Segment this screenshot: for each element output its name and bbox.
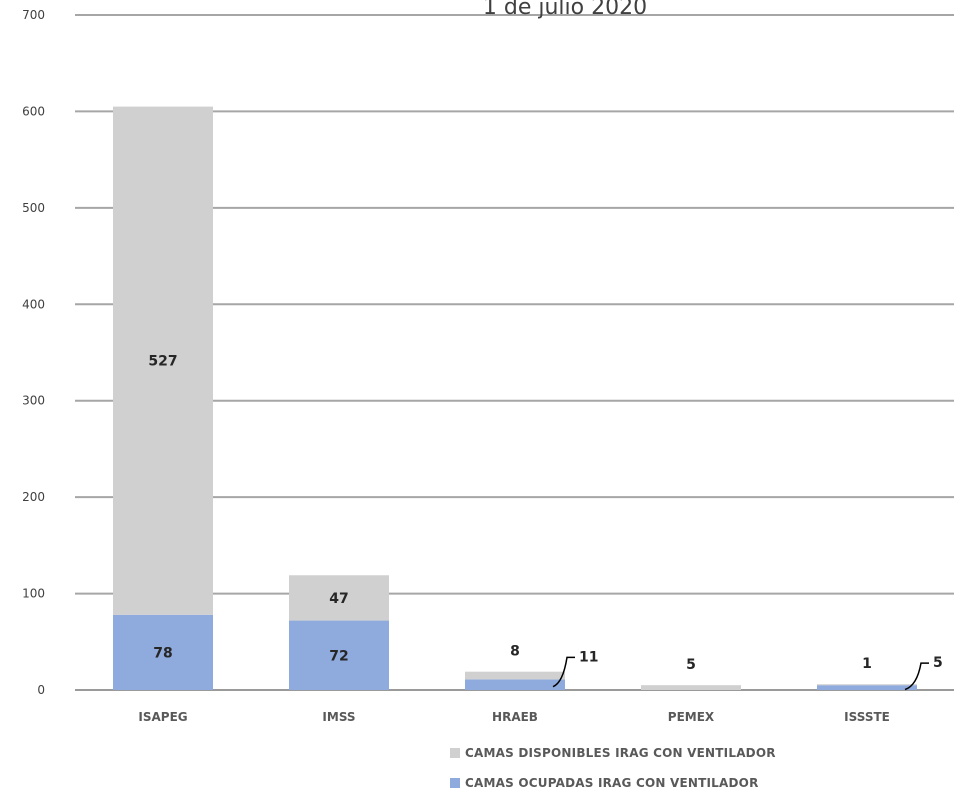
data-label: 8: [510, 644, 520, 660]
y-tick-label: 100: [22, 587, 45, 601]
bar-segment: [641, 685, 741, 690]
x-tick-label: IMSS: [322, 710, 355, 724]
legend-swatch-ocupadas: [450, 778, 460, 788]
value-labels: 78 527 72 47 11 8 5 5 1: [148, 354, 943, 691]
legend-item-ocupadas: CAMAS OCUPADAS IRAG CON VENTILADOR: [450, 768, 776, 798]
callout-line: [552, 656, 575, 688]
callout-line: [904, 662, 929, 691]
data-label: 78: [153, 645, 172, 661]
y-tick-label: 700: [22, 8, 45, 22]
x-tick-label: ISSSTE: [844, 710, 890, 724]
data-label: 5: [686, 657, 696, 673]
data-label: 1: [862, 656, 872, 672]
legend-label-ocupadas: CAMAS OCUPADAS IRAG CON VENTILADOR: [465, 776, 759, 790]
bar-segment: [465, 671, 565, 680]
data-label: 527: [148, 354, 177, 370]
y-tick-label: 0: [37, 683, 45, 697]
y-tick-label: 200: [22, 490, 45, 504]
bars: [113, 106, 917, 690]
bar-segment: [289, 620, 389, 690]
data-label: 11: [579, 649, 598, 665]
axis-ticks: 0 100 200 300 400 500 600 700 ISAPEG IMSS HRAEB PEM…: [22, 8, 890, 724]
legend-item-disponibles: CAMAS DISPONIBLES IRAG CON VENTILADOR: [450, 738, 776, 768]
bar-segment: [113, 614, 213, 690]
bar-segment: [817, 684, 917, 686]
bar-segment: [465, 679, 565, 690]
bar-segment: [289, 575, 389, 621]
y-tick-label: 400: [22, 297, 45, 311]
bar-segment: [113, 106, 213, 615]
x-tick-label: PEMEX: [668, 710, 715, 724]
data-label: 47: [329, 591, 348, 607]
y-tick-label: 600: [22, 104, 45, 118]
legend-label-disponibles: CAMAS DISPONIBLES IRAG CON VENTILADOR: [465, 746, 776, 760]
data-label: 5: [933, 655, 943, 671]
bar-segment: [817, 685, 917, 690]
gridlines: [75, 14, 954, 691]
chart-title: 1 de julio 2020: [483, 0, 647, 20]
x-tick-label: HRAEB: [492, 710, 538, 724]
data-label: 72: [329, 648, 348, 664]
chart-legend: CAMAS DISPONIBLES IRAG CON VENTILADOR CA…: [450, 738, 776, 798]
x-tick-label: ISAPEG: [138, 710, 187, 724]
y-tick-label: 500: [22, 201, 45, 215]
legend-swatch-disponibles: [450, 748, 460, 758]
y-tick-label: 300: [22, 394, 45, 408]
